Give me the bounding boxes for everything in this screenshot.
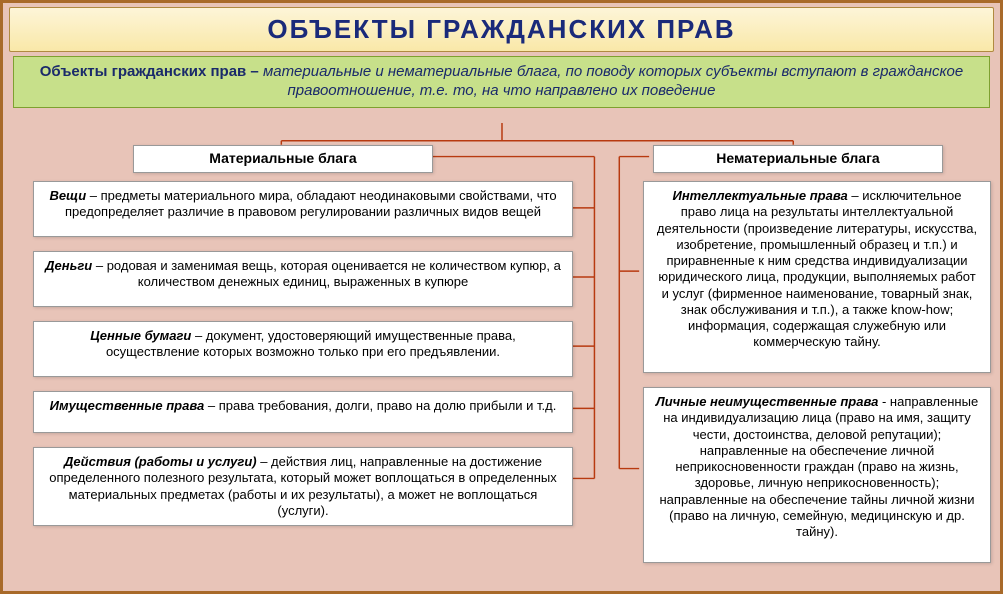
left-column-header: Материальные блага [133,145,433,173]
left-item-tsennye-bumagi: Ценные бумаги – документ, удостоверяющий… [33,321,573,377]
right-item-intellektualnye-prava: Интеллектуальные права – исключительное … [643,181,991,373]
term: Интеллектуальные права [672,188,847,203]
definition-box: Объекты гражданских прав – материальные … [13,56,990,108]
text: – исключительное право лица на результат… [657,188,977,349]
term: Ценные бумаги [90,328,191,343]
definition-body: материальные и нематериальные блага, по … [263,63,963,99]
diagram-frame: ОБЪЕКТЫ ГРАЖДАНСКИХ ПРАВ Объекты граждан… [0,0,1003,594]
right-item-lichnye-neimushchestvennye-prava: Личные неимущественные права - направлен… [643,387,991,563]
term: Действия (работы и услуги) [64,454,257,469]
right-column-header: Нематериальные блага [653,145,943,173]
diagram-canvas: Материальные блага Нематериальные блага … [3,123,1000,591]
title-banner: ОБЪЕКТЫ ГРАЖДАНСКИХ ПРАВ [9,7,994,52]
text: – родовая и заменимая вещь, которая оцен… [92,258,561,289]
term: Деньги [45,258,92,273]
left-item-imushchestvennye-prava: Имущественные права – права требования, … [33,391,573,433]
page-title: ОБЪЕКТЫ ГРАЖДАНСКИХ ПРАВ [10,14,993,45]
definition-lead: Объекты гражданских прав – [40,63,263,80]
text: - направленные на индивидуализацию лица … [660,394,979,539]
term: Личные неимущественные права [656,394,879,409]
text: – права требования, долги, право на долю… [204,398,556,413]
term: Вещи [49,188,86,203]
left-item-veshchi: Вещи – предметы материального мира, обла… [33,181,573,237]
left-item-dengi: Деньги – родовая и заменимая вещь, котор… [33,251,573,307]
left-item-deistviya: Действия (работы и услуги) – действия ли… [33,447,573,526]
text: – предметы материального мира, обладают … [65,188,557,219]
term: Имущественные права [50,398,205,413]
